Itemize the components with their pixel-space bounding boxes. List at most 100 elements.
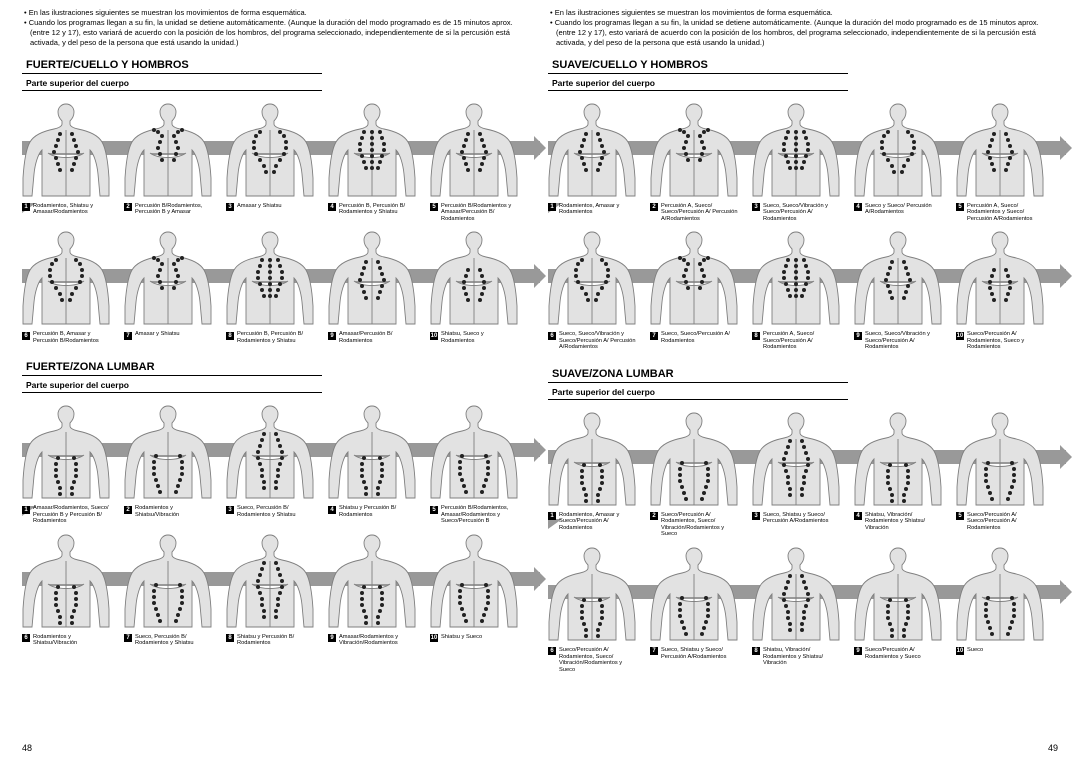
caption-text: Amasar/Rodamientos y Vibración/Rodamient… <box>339 634 416 647</box>
massage-points <box>430 228 518 328</box>
section-subtitle: Parte superior del cuerpo <box>22 76 322 91</box>
massage-points <box>124 531 212 631</box>
figure-cell: 7 Sueco, Shiatsu y Sueco/ Percusión A/Ro… <box>650 544 738 660</box>
massage-points <box>328 100 416 200</box>
figure-cell: 9 Sueco, Sueco/Vibración y Sueco/Percusi… <box>854 228 942 351</box>
torso-diagram <box>430 402 518 502</box>
figure-caption: 2 Sueco/Percusión A/ Rodamientos, Sueco/… <box>650 512 738 538</box>
step-number: 7 <box>650 332 658 340</box>
caption-text: Sueco, Sueco/Vibración y Sueco/Percusión… <box>559 331 636 351</box>
torso-diagram <box>430 531 518 631</box>
caption-text: Percusión A, Sueco/ Rodamientos y Sueco/… <box>967 203 1044 223</box>
step-number: 5 <box>956 512 964 520</box>
caption-text: Percusión B/Rodamientos, Amasar/Rodamien… <box>441 505 518 525</box>
intro-bullet: En las ilustraciones siguientes se muest… <box>548 8 1058 18</box>
step-number: 1 <box>548 512 556 520</box>
section-block: FUERTE/CUELLO Y HOMBROS Parte superior d… <box>22 57 532 348</box>
page-right-content: SUAVE/CUELLO Y HOMBROS Parte superior de… <box>548 57 1058 689</box>
section-subtitle: Parte superior del cuerpo <box>548 385 848 400</box>
figure-cell: 4 Shiatsu, Vibración/ Rodamientos y Shia… <box>854 409 942 532</box>
figure-caption: 9 Amasar/Percusión B/ Rodamientos <box>328 331 416 344</box>
figure-cell: 9 Amasar/Percusión B/ Rodamientos <box>328 228 416 344</box>
figure-cell: 8 Shiatsu, Vibración/ Rodamientos y Shia… <box>752 544 840 667</box>
caption-text: Sueco/Percusión A/ Sueco/Percusión A/ Ro… <box>967 512 1044 532</box>
massage-points <box>752 228 840 328</box>
figure-cell: 1 Rodamientos, Shiatsu y Amasar/Rodamien… <box>22 100 110 216</box>
caption-text: Sueco y Sueco/ Percusión A/Rodamientos <box>865 203 942 216</box>
massage-points <box>650 228 738 328</box>
figure-cell: 5 Sueco/Percusión A/ Sueco/Percusión A/ … <box>956 409 1044 532</box>
caption-text: Sueco, Sueco/Vibración y Sueco/Percusión… <box>763 203 840 223</box>
caption-text: Sueco, Percusión B/ Rodamientos y Shiats… <box>237 505 314 518</box>
torso-diagram <box>752 228 840 328</box>
figure-cell: 10 Sueco/Percusión A/ Rodamientos, Sueco… <box>956 228 1044 351</box>
step-number: 4 <box>854 512 862 520</box>
figure-row: 6 Rodamientos y Shiatsu/Vibración 7 Suec… <box>22 528 532 650</box>
caption-text: Percusión B, Percusión B/ Rodamientos y … <box>339 203 416 216</box>
figure-cell: 3 Amasar y Shiatsu <box>226 100 314 212</box>
figure-cell: 7 Sueco, Percusión B/ Rodamientos y Shia… <box>124 531 212 647</box>
step-number: 8 <box>226 634 234 642</box>
figure-row: 6 Sueco/Percusión A/ Rodamientos, Sueco/… <box>548 541 1058 676</box>
torso-diagram <box>752 544 840 644</box>
step-number: 10 <box>430 332 438 340</box>
caption-text: Amasar/Rodamientos, Sueco/ Percusión B y… <box>33 505 110 525</box>
figure-cell: 8 Percusión B, Percusión B/ Rodamientos … <box>226 228 314 344</box>
massage-points <box>548 100 636 200</box>
caption-text: Sueco, Sueco/Percusión A/ Rodamientos <box>661 331 738 344</box>
step-number: 8 <box>752 647 760 655</box>
section-subtitle: Parte superior del cuerpo <box>22 378 322 393</box>
figure-caption: 7 Sueco, Sueco/Percusión A/ Rodamientos <box>650 331 738 344</box>
step-number: 6 <box>548 332 556 340</box>
caption-text: Percusión A, Sueco/ Sueco/Percusión A/ R… <box>763 331 840 351</box>
page-left-content: FUERTE/CUELLO Y HOMBROS Parte superior d… <box>22 57 532 662</box>
step-number: 4 <box>854 203 862 211</box>
massage-points <box>548 544 636 644</box>
figure-caption: 10 Sueco <box>956 647 1044 656</box>
caption-text: Sueco/Percusión A/ Rodamientos, Sueco/ V… <box>559 647 636 673</box>
caption-text: Percusión B, Percusión B/ Rodamientos y … <box>237 331 314 344</box>
massage-points <box>430 402 518 502</box>
section-title: FUERTE/CUELLO Y HOMBROS <box>22 57 322 74</box>
torso-diagram <box>226 228 314 328</box>
section-title: SUAVE/ZONA LUMBAR <box>548 366 848 383</box>
intro-text-left: En las ilustraciones siguientes se muest… <box>22 8 532 49</box>
figure-row: 1 Rodamientos, Amasar y Sueco/Percusión … <box>548 406 1058 541</box>
caption-text: Sueco/Percusión A/ Rodamientos y Sueco <box>865 647 942 660</box>
figure-cell: 1 Rodamientos, Amasar y Sueco/Percusión … <box>548 409 636 532</box>
step-number: 9 <box>328 332 336 340</box>
torso-diagram <box>22 100 110 200</box>
section-block: SUAVE/ZONA LUMBAR Parte superior del cue… <box>548 366 1058 676</box>
caption-text: Sueco, Shiatsu y Sueco/ Percusión A/Roda… <box>763 512 840 525</box>
massage-points <box>650 544 738 644</box>
figure-caption: 6 Percusión B, Amasar y Percusión B/Roda… <box>22 331 110 344</box>
step-number: 2 <box>124 506 132 514</box>
torso-diagram <box>956 228 1044 328</box>
massage-points <box>124 100 212 200</box>
figure-caption: 7 Amasar y Shiatsu <box>124 331 212 340</box>
caption-text: Sueco, Percusión B/ Rodamientos y Shiats… <box>135 634 212 647</box>
torso-diagram <box>548 544 636 644</box>
massage-points <box>22 228 110 328</box>
figure-cell: 8 Shiatsu y Percusión B/ Rodamientos <box>226 531 314 647</box>
caption-text: Sueco, Shiatsu y Sueco/ Percusión A/Roda… <box>661 647 738 660</box>
caption-text: Shiatsu y Percusión B/ Rodamientos <box>339 505 416 518</box>
figure-caption: 8 Percusión B, Percusión B/ Rodamientos … <box>226 331 314 344</box>
caption-text: Percusión B, Amasar y Percusión B/Rodami… <box>33 331 110 344</box>
step-number: 10 <box>956 647 964 655</box>
figure-cell: 10 Shiatsu y Sueco <box>430 531 518 643</box>
figure-caption: 5 Sueco/Percusión A/ Sueco/Percusión A/ … <box>956 512 1044 532</box>
intro-bullet: En las ilustraciones siguientes se muest… <box>22 8 532 18</box>
step-number: 10 <box>956 332 964 340</box>
figure-caption: 6 Sueco, Sueco/Vibración y Sueco/Percusi… <box>548 331 636 351</box>
step-number: 8 <box>752 332 760 340</box>
torso-diagram <box>854 100 942 200</box>
page-number: 48 <box>22 743 32 753</box>
caption-text: Shiatsu, Vibración/ Rodamientos y Shiats… <box>763 647 840 667</box>
caption-text: Rodamientos, Amasar y Sueco/Percusión A/… <box>559 512 636 532</box>
massage-points <box>226 100 314 200</box>
step-number: 6 <box>22 634 30 642</box>
figure-caption: 1 Rodamientos, Shiatsu y Amasar/Rodamien… <box>22 203 110 216</box>
caption-text: Shiatsu, Sueco y Rodamientos <box>441 331 518 344</box>
figure-cell: 8 Percusión A, Sueco/ Sueco/Percusión A/… <box>752 228 840 351</box>
